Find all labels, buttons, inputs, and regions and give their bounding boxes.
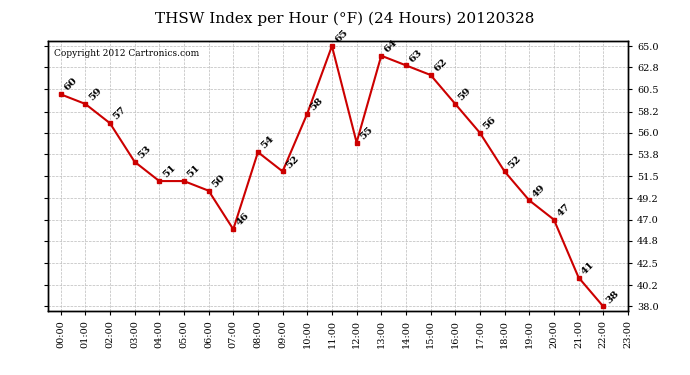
- Text: 59: 59: [457, 86, 473, 102]
- Text: 49: 49: [531, 183, 547, 199]
- Text: 63: 63: [407, 48, 424, 64]
- Text: 53: 53: [136, 144, 152, 160]
- Text: 62: 62: [432, 57, 448, 74]
- Text: 60: 60: [62, 76, 79, 93]
- Text: 51: 51: [161, 163, 177, 180]
- Text: 59: 59: [87, 86, 103, 102]
- Text: Copyright 2012 Cartronics.com: Copyright 2012 Cartronics.com: [54, 50, 199, 58]
- Text: THSW Index per Hour (°F) (24 Hours) 20120328: THSW Index per Hour (°F) (24 Hours) 2012…: [155, 11, 535, 26]
- Text: 55: 55: [358, 124, 375, 141]
- Text: 38: 38: [604, 289, 621, 305]
- Text: 58: 58: [308, 96, 325, 112]
- Text: 52: 52: [506, 153, 522, 170]
- Text: 54: 54: [259, 134, 276, 151]
- Text: 57: 57: [111, 105, 128, 122]
- Text: 47: 47: [555, 202, 572, 218]
- Text: 51: 51: [186, 163, 202, 180]
- Text: 46: 46: [235, 211, 251, 228]
- Text: 64: 64: [383, 38, 400, 54]
- Text: 50: 50: [210, 173, 226, 189]
- Text: 65: 65: [333, 28, 350, 45]
- Text: 56: 56: [482, 115, 497, 132]
- Text: 41: 41: [580, 260, 596, 276]
- Text: 52: 52: [284, 153, 301, 170]
